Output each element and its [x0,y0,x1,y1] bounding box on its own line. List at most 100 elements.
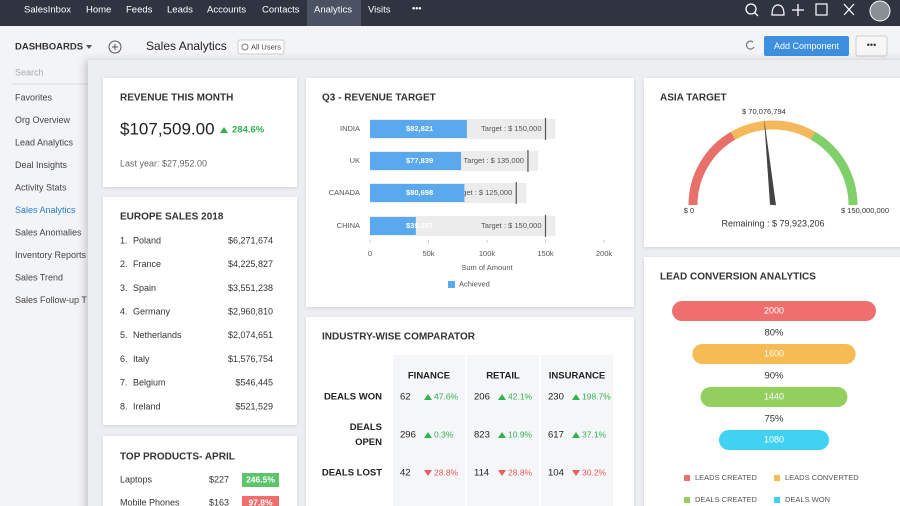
gauge-value: $ 70,076,794 [742,107,786,116]
column-bg [467,355,539,506]
gauge-arc [810,131,858,206]
change-arrow [572,394,580,400]
sidebar-item[interactable]: Org Overview [15,115,71,125]
filter-pill[interactable] [237,39,285,55]
sidebar-item[interactable]: Sales Analytics [15,205,76,215]
nav-more[interactable]: ••• [412,3,421,13]
row-label: DEALS WON [324,392,382,403]
cell-value: 230 [548,392,564,403]
add-dashboard-plus [112,44,118,50]
nav-item[interactable]: Leads [167,5,193,16]
calendar-icon[interactable] [815,3,828,16]
card-title: INDUSTRY-WISE COMPARATOR [322,332,476,343]
sales: $521,529 [235,401,273,411]
cell-change: 30.2% [582,467,607,477]
conversion-rate: 80% [764,328,784,339]
conversion-rate: 75% [764,414,784,425]
card-title: ASIA TARGET [660,93,727,104]
rank: 5. [120,330,128,340]
row-label: DEALS LOST [322,468,382,479]
nav-item[interactable]: Accounts [207,5,246,16]
dashboards-title[interactable]: DASHBOARDS [15,42,83,53]
bar [370,152,462,170]
cell-change: 28.8% [508,467,533,477]
change-badge [242,496,279,506]
add-component-button[interactable] [764,36,849,56]
plus-icon[interactable] [792,4,804,16]
sidebar-item[interactable]: Inventory Reports [15,250,87,260]
sales: $2,960,810 [228,306,273,316]
sidebar-item[interactable]: Lead Analytics [15,137,74,147]
column-bg [393,355,465,506]
legend-label: LEADS CREATED [695,473,758,482]
add-dashboard[interactable] [108,40,122,54]
change-arrow [498,470,506,476]
filter-icon [241,43,249,51]
cell-change: 28.8% [434,467,459,477]
cell-change: 10.9% [508,429,533,439]
change-arrow [220,127,228,133]
country: Spain [133,283,156,293]
cell-value: 114 [474,468,489,479]
sidebar-item[interactable]: Sales Follow-up T [15,295,87,305]
target-label: Target : $ 125,000 [452,188,512,197]
sidebar-item[interactable]: Sales Anomalies [15,227,82,237]
search-input[interactable]: Search [15,67,44,77]
lead-card [644,257,900,506]
country: Italy [133,354,150,364]
category-label: INDIA [340,124,360,133]
legend-label: DEALS WON [785,495,830,504]
card-title: REVENUE THIS MONTH [120,93,233,104]
sales: $546,445 [235,378,273,388]
caret [86,45,92,49]
refresh-icon[interactable] [745,40,755,50]
category-label: UK [350,156,360,165]
avatar[interactable] [869,0,891,22]
funnel-bar [692,344,856,364]
column-header: RETAIL [486,371,520,382]
nav-item[interactable]: Visits [368,5,391,16]
change-arrow [424,470,432,476]
product-name: Laptops [120,474,153,484]
nav-item[interactable]: Feeds [126,5,153,16]
card-title: TOP PRODUCTS- APRIL [120,452,235,463]
tools-icon[interactable] [843,3,855,16]
x-tick-label: 0 [368,249,372,258]
brand[interactable]: SalesInbox [24,5,71,16]
bell-icon[interactable] [771,4,785,16]
asia-card [644,78,900,247]
search-icon-handle [754,12,759,17]
x-tick-label: 50k [422,249,434,258]
sidebar-item[interactable]: Sales Trend [15,272,63,282]
sidebar-item[interactable]: Activity Stats [15,182,67,192]
revenue-card [103,78,297,187]
column-header: INSURANCE [549,371,605,382]
nav-item[interactable]: Analytics [314,5,352,16]
target-track [370,216,556,236]
more-button[interactable] [855,35,888,57]
legend-swatch [684,497,690,503]
sidebar-item[interactable]: Favorites [15,92,53,102]
gauge-needle [763,117,776,206]
card-title: LEAD CONVERSION ANALYTICS [660,272,816,283]
nav-item[interactable]: Home [86,5,111,16]
country: Poland [133,235,161,245]
funnel-value: 2000 [764,305,784,315]
nav-item[interactable]: Contacts [262,5,300,16]
x-tick-label: 100k [479,249,496,258]
last-year: Last year: $27,952.00 [120,158,207,168]
funnel-bar [672,301,876,321]
products-card [103,436,297,506]
sales: $2,074,651 [228,330,273,340]
sales: $1,576,754 [228,354,273,364]
sales: $3,551,238 [228,283,273,293]
sidebar-item[interactable]: Deal Insights [15,160,68,170]
search-icon[interactable] [745,3,757,15]
rank: 4. [120,306,128,316]
change-arrow [572,470,580,476]
card-title: EUROPE SALES 2018 [120,212,224,223]
legend-swatch [774,497,780,503]
cell-value: 296 [400,430,416,441]
row-label: OPEN [355,437,382,448]
